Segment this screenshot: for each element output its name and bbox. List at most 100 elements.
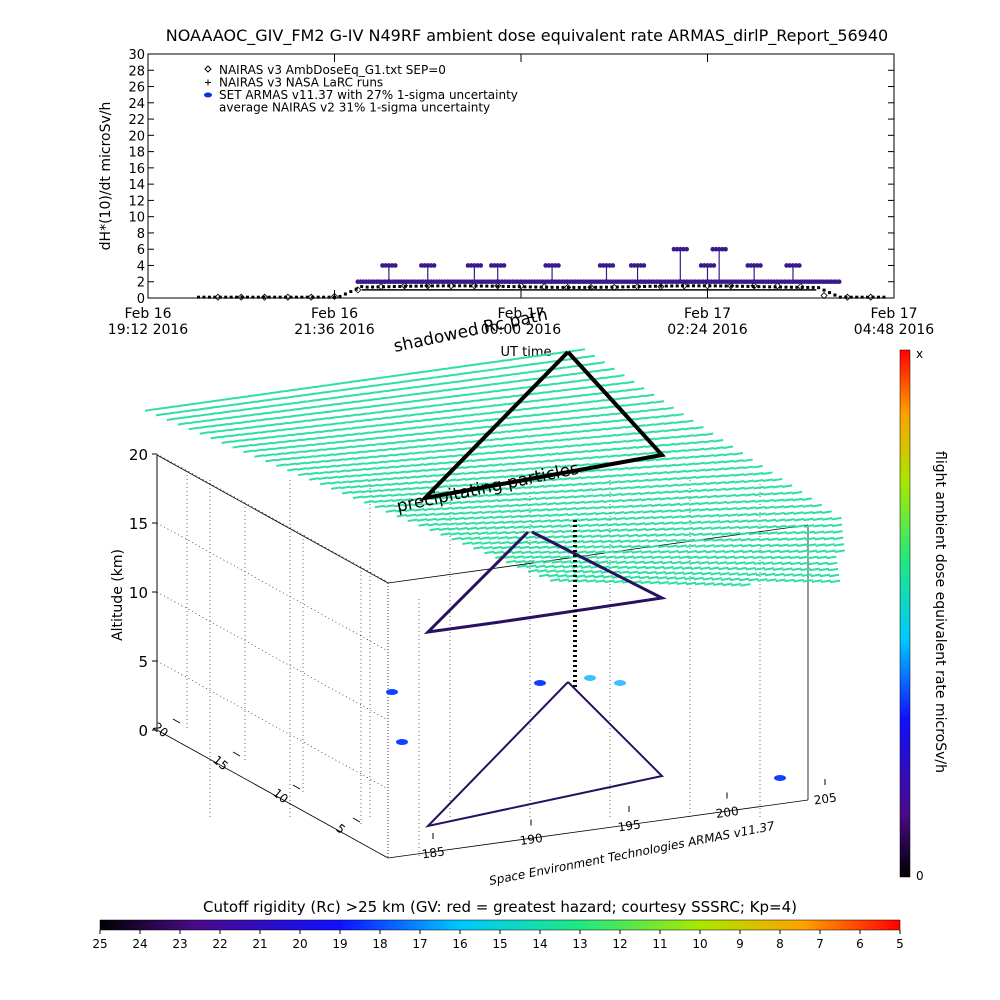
rigidity-cell <box>758 537 770 542</box>
rigidity-cell <box>780 555 791 560</box>
rigidity-cell <box>673 427 685 432</box>
nairas-marker <box>517 282 525 290</box>
rigidity-cell <box>499 540 510 545</box>
nairas-point <box>784 285 788 289</box>
rigidity-cell <box>466 406 477 410</box>
rigidity-cell <box>654 429 665 434</box>
rigidity-cell <box>413 463 425 467</box>
rigidity-cell <box>656 538 668 543</box>
rigidity-cell <box>715 481 726 485</box>
rigidity-cell <box>411 451 423 455</box>
rigidity-cell <box>737 513 748 517</box>
x-tick-label-time: 00:00 2016 <box>481 322 562 338</box>
rigidity-cell <box>469 499 480 504</box>
rigidity-cell <box>458 427 469 432</box>
rigidity-cell <box>648 484 659 489</box>
rigidity-cell <box>479 445 491 449</box>
rigidity-cell <box>600 534 611 538</box>
armas-peak-point <box>422 263 427 268</box>
rigidity-cell <box>285 462 297 467</box>
rigidity-cell <box>644 423 655 427</box>
rigidity-cell <box>764 505 775 510</box>
rigidity-cell <box>337 408 348 412</box>
rigidity-cell <box>796 537 807 541</box>
rigidity-cell <box>604 375 615 379</box>
nairas-point <box>643 284 647 288</box>
rigidity-cell <box>484 360 496 365</box>
armas-peak-point <box>720 246 725 252</box>
rigidity-cell <box>624 388 635 392</box>
rigidity-cell <box>495 374 506 378</box>
rigidity-cell <box>695 475 706 479</box>
rigidity-cell <box>295 461 306 466</box>
rigidity-cell <box>516 407 527 412</box>
rigidity-cell <box>329 428 340 432</box>
rigidity-cell <box>465 378 476 382</box>
rigidity-cell <box>255 399 266 403</box>
rigidity-cell <box>821 510 832 514</box>
rigidity-cell <box>619 479 630 484</box>
rigidity-cell <box>439 436 450 440</box>
rigidity-cell <box>815 543 826 547</box>
rigidity-cell <box>643 560 654 565</box>
legend-label: NAIRAS v3 NASA LaRC runs <box>219 76 383 90</box>
rigidity-cell <box>642 509 653 514</box>
longitude-tick-label: 200 <box>715 804 740 821</box>
rigidity-cell <box>645 527 656 532</box>
rigidity-cell <box>592 493 603 498</box>
rigidity-cell <box>715 555 727 560</box>
rigidity-cell <box>526 564 537 569</box>
y-tick-label: 10 <box>128 211 145 226</box>
rigidity-cell <box>275 396 286 401</box>
rigidity-cell <box>616 446 627 451</box>
nairas-point <box>218 295 222 299</box>
rigidity-cell <box>681 520 693 525</box>
nairas-marker <box>214 293 222 301</box>
rigidity-cell <box>630 544 641 549</box>
rigidity-cell <box>740 537 751 542</box>
rigidity-cell <box>355 392 367 397</box>
rigidity-cell <box>829 579 841 584</box>
rigidity-cell <box>722 544 734 548</box>
rigidity-cell <box>454 364 466 369</box>
rigidity-cell <box>555 403 566 407</box>
rigidity-cell <box>377 477 388 482</box>
rigidity-cell <box>505 530 516 535</box>
rigidity-cell <box>757 525 768 529</box>
rigidity-cell <box>303 449 314 453</box>
rigidity-cell <box>366 397 377 402</box>
rigidity-cell <box>683 532 695 537</box>
latitude-tick-label: 20 <box>150 720 171 741</box>
rigidity-cell <box>539 513 550 518</box>
rigidity-cell <box>624 516 635 521</box>
rigidity-cell <box>489 504 500 509</box>
rigidity-cell <box>389 487 400 492</box>
rigidity-cell <box>424 369 436 373</box>
rigidity-cell <box>715 487 727 492</box>
rigidity-cell <box>397 407 408 412</box>
rigidity-cell <box>584 385 595 389</box>
rigidity-cell <box>602 544 613 549</box>
rigidity-cell <box>294 387 306 391</box>
rigidity-cell <box>319 429 331 434</box>
colorbar-top-label: x <box>916 347 923 361</box>
rigidity-cell <box>456 400 467 405</box>
rigidity-cell <box>597 455 609 459</box>
rigidity-cell <box>297 413 308 417</box>
rigidity-cell <box>683 434 695 438</box>
rigidity-cell <box>658 544 669 549</box>
rigidity-cell <box>566 430 577 435</box>
rigidity-cell <box>752 555 763 560</box>
rigidity-cell <box>720 532 732 536</box>
rigidity-cell <box>524 370 536 374</box>
rigidity-cell <box>511 467 523 472</box>
rigidity-cell <box>547 432 558 436</box>
rigidity-cell <box>785 524 796 529</box>
rigidity-cell <box>811 503 822 508</box>
rigidity-cell <box>483 469 494 474</box>
rigidity-cell <box>559 518 570 523</box>
nairas-point <box>262 295 266 299</box>
rigidity-cell <box>804 530 815 535</box>
nairas-point <box>871 295 875 299</box>
